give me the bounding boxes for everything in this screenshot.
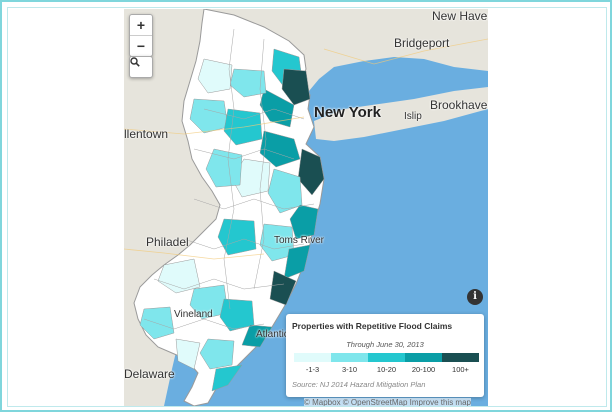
search-button[interactable] [129,56,153,78]
land-long-island [314,87,488,141]
label-delaware: Delaware [124,367,175,381]
legend-swatch [294,353,331,362]
label-philadelphia: Philadel [146,235,189,249]
map-attribution[interactable]: © Mapbox © OpenStreetMap Improve this ma… [304,398,471,406]
label-new-haven: New Haven [432,9,488,23]
map-view[interactable]: New Haven Bridgeport New York Brookhaven… [124,9,488,406]
legend-swatch [331,353,368,362]
label-atlantic-city: Atlantic City [256,329,309,340]
label-vineland: Vineland [174,309,213,320]
map-canvas [124,9,488,406]
legend-title: Properties with Repetitive Flood Claims [292,321,453,331]
legend-swatch [442,353,479,362]
label-islip: Islip [404,111,422,122]
legend-bin-label: -1-3 [305,365,320,374]
label-brookhaven: Brookhaven [430,98,488,112]
legend-source: Source: NJ 2014 Hazard Mitigation Plan [292,380,426,389]
info-icon[interactable]: i [467,289,483,305]
zoom-control: + − [129,14,153,57]
legend-bin-label: 10-20 [376,365,397,374]
label-allentown: llentown [124,127,169,141]
legend-bin-label: 100+ [452,365,469,374]
zoom-out-button[interactable]: − [130,35,152,56]
legend-swatch [405,353,442,362]
label-toms-river: Toms River [274,235,325,246]
label-bridgeport: Bridgeport [394,36,450,50]
search-icon [130,57,140,67]
label-new-york: New York [314,104,381,121]
zoom-in-button[interactable]: + [136,17,146,33]
legend-bin-label: 20-100 [411,365,436,374]
road-lines [124,38,488,260]
legend-subtitle: Through June 30, 2013 [346,340,424,349]
map-legend: Properties with Repetitive Flood Claims … [286,314,484,397]
municipal-lines [143,28,315,330]
legend-bin-label: 3-10 [341,365,357,374]
legend-swatch [368,353,405,362]
